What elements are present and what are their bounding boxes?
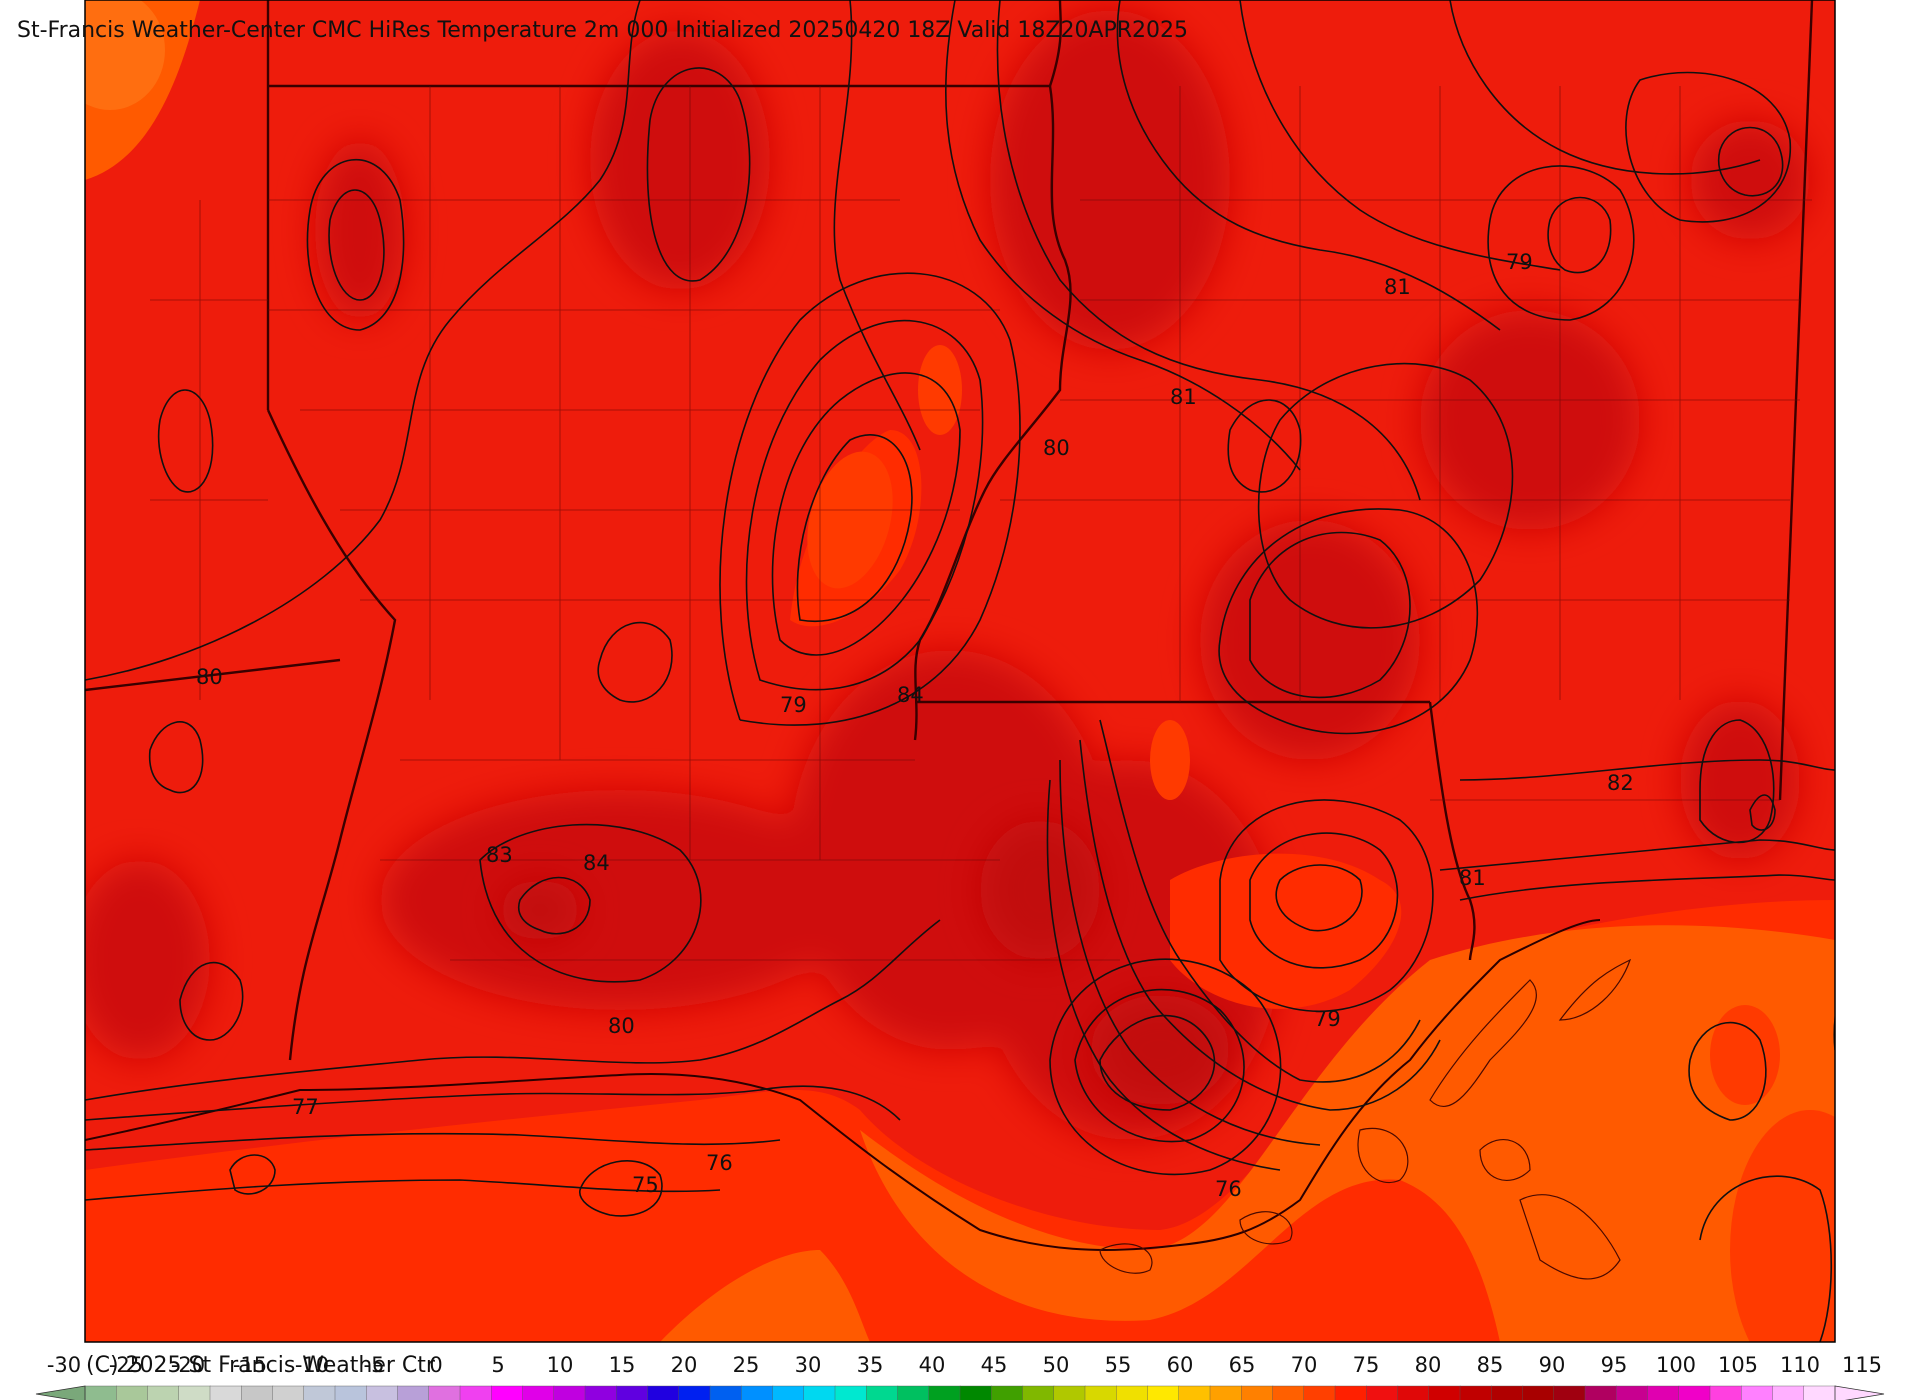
temperature-field-nw-core bbox=[85, 0, 165, 110]
contour-label-80-south: 80 bbox=[608, 1014, 635, 1038]
contour-label-75: 75 bbox=[632, 1173, 659, 1197]
isotherm-contours bbox=[85, 0, 1835, 1342]
county-lines bbox=[150, 86, 1812, 961]
temperature-field-gulf-warm-east bbox=[1710, 1005, 1780, 1105]
copyright-notice: (C) 2025 St Francis Weather Ctr bbox=[86, 1353, 435, 1378]
coastline bbox=[85, 919, 1601, 1251]
contour-label-83: 83 bbox=[486, 843, 513, 867]
contour-label-79-mid: 79 bbox=[780, 693, 807, 717]
contour-label-81-mid: 81 bbox=[1170, 385, 1197, 409]
contour-label-79-east: 79 bbox=[1314, 1007, 1341, 1031]
temperature-field-gulf-warm-se bbox=[1730, 1110, 1835, 1342]
contour-label-76-west: 76 bbox=[706, 1151, 733, 1175]
delta-marsh bbox=[1099, 958, 1632, 1280]
temperature-field-mid-core bbox=[807, 451, 893, 589]
contour-label-81-east: 81 bbox=[1459, 866, 1486, 890]
temperature-field-mid-north bbox=[918, 345, 962, 435]
map-title: St-Francis Weather-Center CMC HiRes Temp… bbox=[17, 18, 1189, 43]
contour-label-84-south: 84 bbox=[583, 851, 610, 875]
contour-label-80-mid: 80 bbox=[1043, 436, 1070, 460]
contour-label-80-west: 80 bbox=[196, 665, 223, 689]
contour-label-79-ne: 79 bbox=[1506, 250, 1533, 274]
temperature-field-gulf-west-orange bbox=[660, 1250, 870, 1342]
map-frame bbox=[84, 0, 1836, 1343]
temperature-field-gulf-orange bbox=[860, 925, 1835, 1342]
contour-label-80-ne: 81 bbox=[1384, 275, 1411, 299]
temperature-field-darker-cells bbox=[500, 820, 1230, 1105]
contour-label-76-east: 76 bbox=[1215, 1177, 1242, 1201]
contour-label-77: 77 bbox=[292, 1095, 319, 1119]
contour-label-84-mid: 84 bbox=[897, 683, 924, 707]
temperature-field-east-spot bbox=[1150, 720, 1190, 800]
contour-label-82: 82 bbox=[1607, 771, 1634, 795]
contour-labels: 80 79 84 83 84 80 77 76 75 76 79 81 82 8… bbox=[196, 250, 1634, 1201]
